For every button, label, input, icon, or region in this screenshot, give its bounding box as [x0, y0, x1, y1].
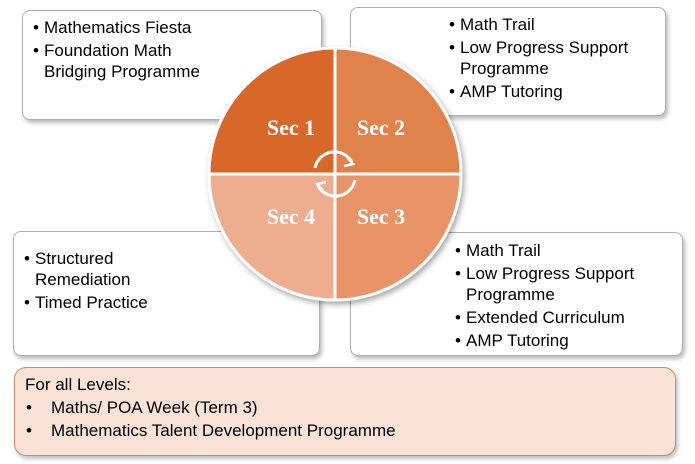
sec4-label: Sec 4: [267, 204, 315, 229]
sec2-activities-box: Math Trail Low Progress Support Programm…: [350, 7, 666, 116]
sec3-quadrant: [333, 172, 463, 302]
list-item: Structured Remediation: [24, 248, 145, 290]
sec2-label: Sec 2: [357, 115, 405, 140]
list-item: AMP Tutoring: [449, 81, 655, 102]
sec4-quadrant: [207, 172, 337, 302]
all-levels-title: For all Levels:: [25, 375, 131, 394]
sec1-activities-list: Mathematics Fiesta Foundation Math Bridg…: [33, 17, 311, 82]
list-item: Math Trail: [455, 240, 672, 261]
sec4-activities-list: Structured Remediation Timed Practice: [24, 248, 309, 313]
sec1-quadrant: [207, 46, 337, 176]
sec2-activities-list: Math Trail Low Progress Support Programm…: [449, 14, 655, 102]
list-item: Maths/ POA Week (Term 3): [25, 396, 665, 419]
all-levels-box: For all Levels: Maths/ POA Week (Term 3)…: [14, 367, 676, 456]
list-item: Low Progress Support Programme: [449, 37, 640, 79]
list-item: Mathematics Talent Development Programme: [25, 419, 665, 442]
sec3-label: Sec 3: [357, 204, 405, 229]
list-item: Low Progress Support Programme: [455, 263, 646, 305]
sec3-activities-list: Math Trail Low Progress Support Programm…: [455, 240, 672, 351]
circular-arrows-icon: [313, 150, 357, 198]
list-item: Mathematics Fiesta: [33, 17, 311, 38]
list-item: Extended Curriculum: [455, 307, 672, 328]
list-item: Foundation Math Bridging Programme: [33, 40, 224, 82]
sec2-quadrant: [333, 46, 463, 176]
sec1-label: Sec 1: [267, 115, 315, 140]
list-item: AMP Tutoring: [455, 330, 672, 351]
list-item: Math Trail: [449, 14, 655, 35]
all-levels-list: Maths/ POA Week (Term 3) Mathematics Tal…: [25, 396, 665, 442]
list-item: Timed Practice: [24, 292, 309, 313]
